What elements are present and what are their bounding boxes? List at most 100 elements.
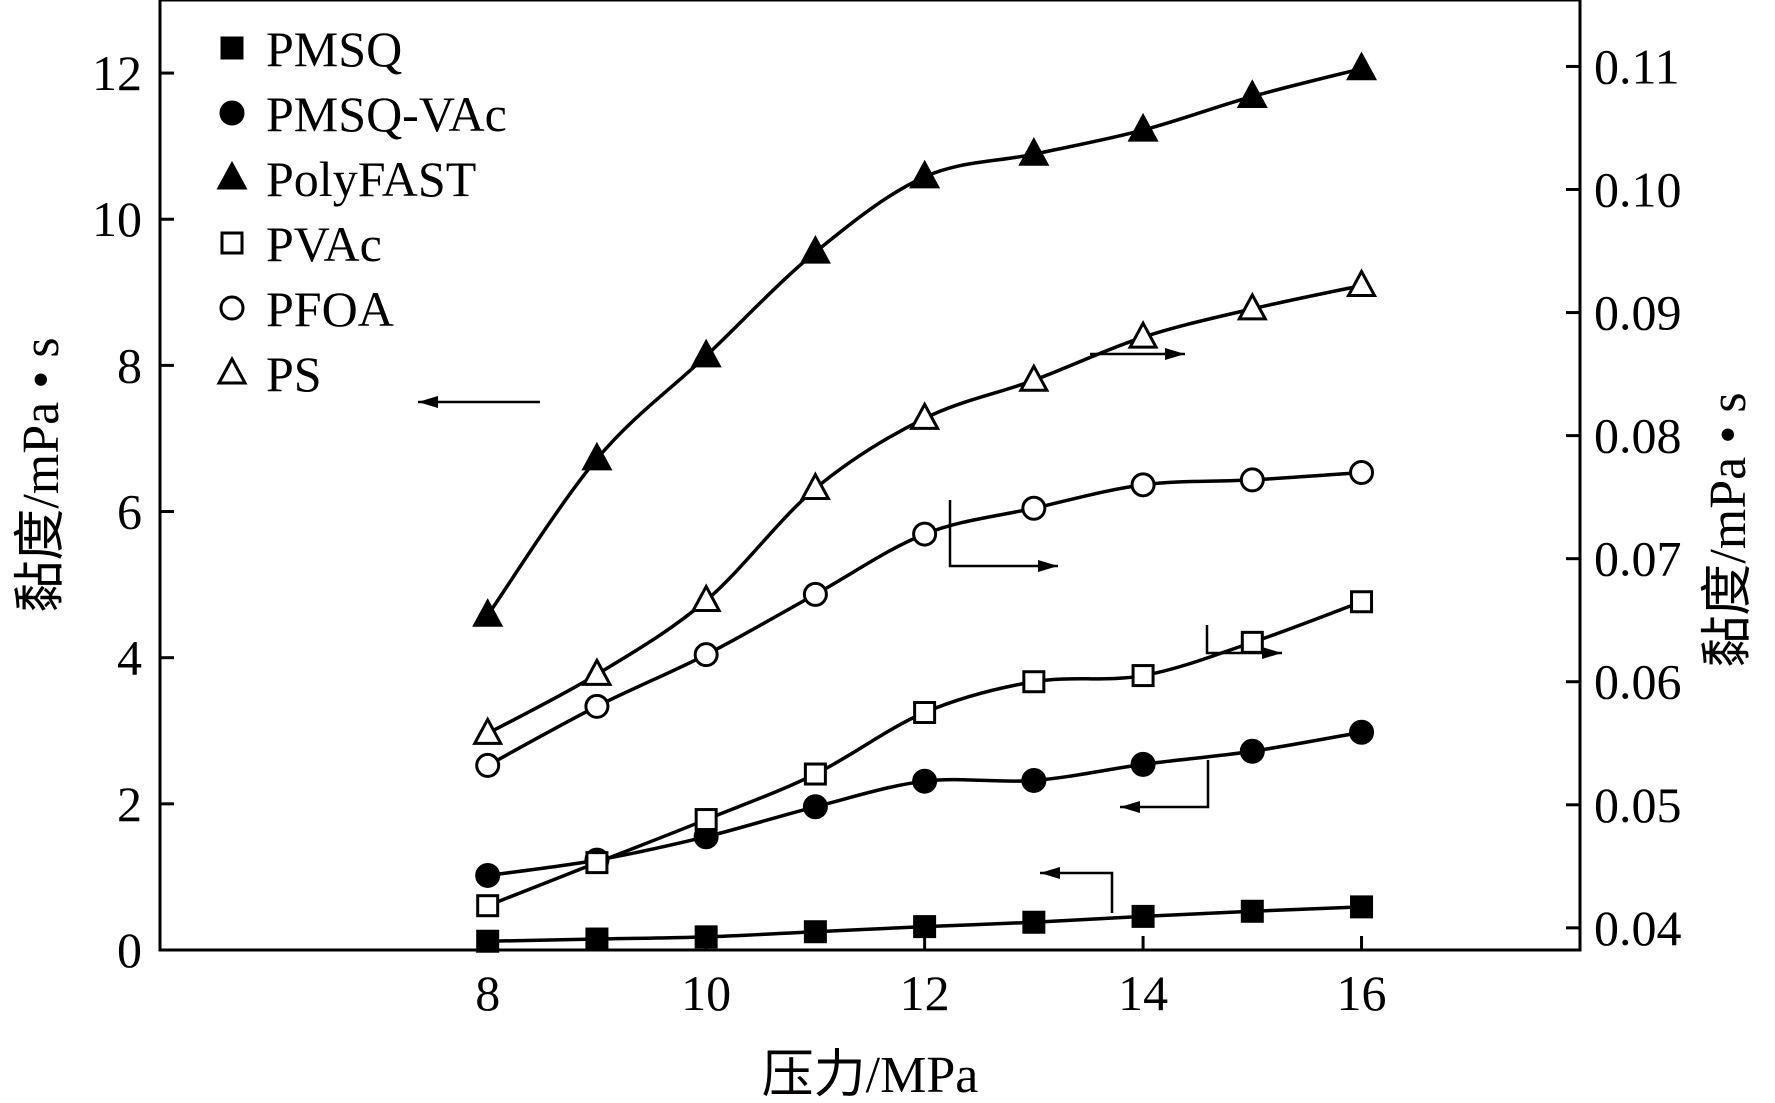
data-point-pvac xyxy=(694,808,718,832)
axis-indicator-arrows xyxy=(418,348,1282,913)
data-point-ps xyxy=(799,471,831,501)
axis-arrow-pmsq xyxy=(1040,867,1114,913)
y-right-tick-label: 0.09 xyxy=(1594,285,1682,341)
y-left-tick-label: 8 xyxy=(117,337,142,393)
axis-arrow-head xyxy=(1120,801,1140,813)
legend-label-polyfast: PolyFAST xyxy=(266,151,476,207)
y-left-tick-label: 0 xyxy=(117,922,142,978)
data-point-polyfast xyxy=(472,598,504,627)
data-point-pmsq xyxy=(585,927,609,951)
axis-arrow-pfoa xyxy=(948,500,1058,572)
x-axis-title: 压力/MPa xyxy=(762,1047,979,1103)
series-line-polyfast xyxy=(486,66,1362,617)
axis-arrow-head xyxy=(1165,348,1185,360)
y-right-tick-label: 0.04 xyxy=(1594,900,1682,956)
data-point-polyfast xyxy=(1127,112,1159,142)
data-point-pmsq xyxy=(1022,910,1046,934)
axis-arrow-pmsq-vac xyxy=(1120,760,1210,813)
data-point-pvac xyxy=(1022,670,1046,694)
data-point-pmsq-vac xyxy=(1349,719,1375,745)
axis-arrow-shaft xyxy=(1205,625,1282,655)
y-right-tick-label: 0.06 xyxy=(1594,654,1682,710)
legend-marker-pmsq xyxy=(220,36,244,60)
data-point-pfoa xyxy=(1349,460,1375,486)
data-point-pfoa xyxy=(475,752,501,778)
legend-marker-pfoa xyxy=(219,295,245,321)
legend-marker-ps xyxy=(216,355,248,385)
axis-arrow-polyfast xyxy=(418,396,540,408)
data-point-pmsq-vac xyxy=(912,768,938,794)
axis-arrow-pvac xyxy=(1205,625,1282,659)
data-point-pvac xyxy=(913,701,937,724)
data-point-pvac xyxy=(803,762,827,786)
legend-item-polyfast: PolyFAST xyxy=(216,151,476,207)
data-point-polyfast xyxy=(1018,137,1050,166)
data-point-pmsq-vac xyxy=(1130,751,1156,777)
data-point-polyfast xyxy=(1346,51,1378,81)
data-point-ps xyxy=(1127,320,1159,349)
data-point-pmsq-vac xyxy=(475,862,501,888)
x-tick-label: 8 xyxy=(475,965,500,1021)
legend-label-ps: PS xyxy=(266,346,322,402)
data-point-ps xyxy=(1018,363,1050,392)
data-point-pmsq xyxy=(694,925,718,949)
y-left-tick-label: 6 xyxy=(117,484,142,540)
x-tick-label: 14 xyxy=(1118,965,1168,1021)
data-point-pvac xyxy=(476,894,500,918)
data-point-ps xyxy=(581,657,613,686)
data-point-pmsq-vac xyxy=(802,794,828,820)
y-right-tick-label: 0.11 xyxy=(1594,38,1680,94)
data-point-ps xyxy=(690,583,722,613)
data-point-pmsq-vac xyxy=(1021,767,1047,793)
axis-arrow-head xyxy=(1038,560,1058,572)
x-tick-label: 16 xyxy=(1337,965,1387,1021)
data-point-pmsq xyxy=(803,920,827,944)
legend-item-pfoa: PFOA xyxy=(219,281,394,337)
x-tick-label: 10 xyxy=(681,965,731,1021)
y-left-tick-label: 10 xyxy=(92,191,142,247)
data-point-pmsq xyxy=(476,929,500,953)
data-point-pvac xyxy=(585,851,609,875)
data-point-pmsq xyxy=(1240,899,1264,923)
y-left-tick-label: 12 xyxy=(92,45,142,101)
legend-label-pvac: PVAc xyxy=(266,216,382,272)
legend-item-pvac: PVAc xyxy=(220,216,382,272)
data-point-pmsq xyxy=(1350,895,1374,919)
data-point-pmsq-vac xyxy=(1239,738,1265,764)
data-point-pfoa xyxy=(1021,495,1047,521)
data-point-pvac xyxy=(1240,630,1264,654)
data-point-ps xyxy=(472,716,504,745)
data-point-pfoa xyxy=(1239,467,1265,493)
axis-arrow-head xyxy=(1262,647,1282,659)
legend-label-pmsq-vac: PMSQ-VAc xyxy=(266,86,507,142)
plot-border xyxy=(158,0,1582,952)
data-point-pfoa xyxy=(1130,472,1156,498)
legend-marker-polyfast xyxy=(216,160,248,190)
data-point-pfoa xyxy=(693,642,719,668)
data-point-pvac xyxy=(1131,664,1155,688)
data-point-pfoa xyxy=(584,693,610,719)
data-point-polyfast xyxy=(690,338,722,368)
legend-item-ps: PS xyxy=(216,346,322,402)
axis-arrow-shaft xyxy=(1040,871,1114,913)
y-right-tick-label: 0.08 xyxy=(1594,408,1682,464)
data-point-ps xyxy=(1346,268,1378,297)
data-point-pfoa xyxy=(802,581,828,607)
legend-marker-pvac xyxy=(220,231,244,255)
data-point-ps xyxy=(1236,291,1268,321)
axis-arrow-shaft xyxy=(948,500,1058,568)
legend-marker-pmsq-vac xyxy=(219,100,245,126)
y-left-tick-label: 4 xyxy=(117,630,142,686)
series-line-ps xyxy=(486,283,1362,735)
legend-label-pfoa: PFOA xyxy=(266,281,394,337)
data-point-pfoa xyxy=(912,521,938,547)
axis-arrow-shaft xyxy=(1120,760,1210,809)
legend-label-pmsq: PMSQ xyxy=(266,21,402,77)
y-left-tick-label: 2 xyxy=(117,776,142,832)
data-point-pmsq xyxy=(913,915,937,939)
data-point-polyfast xyxy=(799,234,831,264)
data-point-polyfast xyxy=(581,441,613,471)
axis-arrow-head xyxy=(418,396,438,408)
axis-arrow-head xyxy=(1040,867,1060,879)
